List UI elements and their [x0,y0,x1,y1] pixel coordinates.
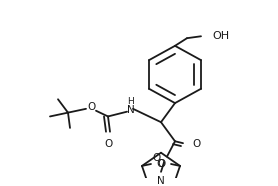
Text: N: N [157,176,165,186]
Text: O: O [157,159,165,169]
Text: O: O [88,102,96,112]
Text: O: O [153,153,161,163]
Text: O: O [157,159,165,169]
Text: OH: OH [212,31,229,41]
Text: O: O [192,139,200,149]
Text: H: H [128,97,134,106]
Text: N: N [127,105,135,115]
Text: O: O [105,139,113,149]
